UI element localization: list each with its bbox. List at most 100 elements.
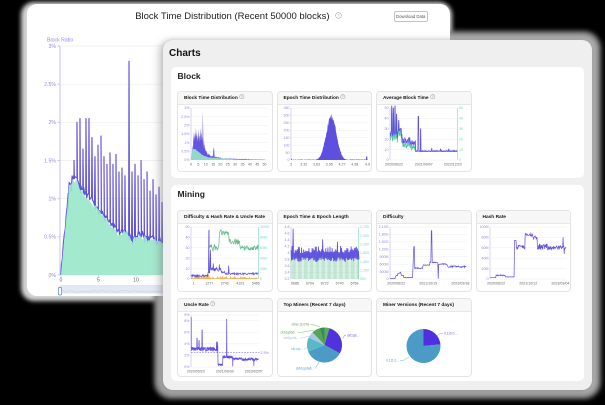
svg-text:2,400: 2,400 <box>360 234 369 238</box>
svg-text:20M: 20M <box>481 267 488 271</box>
svg-text:2743: 2743 <box>221 282 229 286</box>
svg-text:0: 0 <box>190 162 192 166</box>
svg-text:2021/09/07: 2021/09/07 <box>415 162 433 166</box>
svg-text:2%: 2% <box>184 354 190 358</box>
svg-text:50: 50 <box>285 150 289 154</box>
svg-text:2020/05/23: 2020/05/23 <box>187 370 205 374</box>
svg-text:1,200: 1,200 <box>360 269 369 273</box>
svg-text:1.5%: 1.5% <box>44 158 56 164</box>
svg-text:ckt1qz...: ckt1qz... <box>291 347 303 351</box>
svg-text:9%: 9% <box>184 313 190 317</box>
svg-text:3.2: 3.2 <box>284 277 289 281</box>
svg-text:80M: 80M <box>481 236 488 240</box>
svg-text:4.27: 4.27 <box>338 162 345 166</box>
svg-text:?: ? <box>241 95 243 99</box>
svg-text:0: 0 <box>287 158 289 162</box>
svg-text:other (3.0%): other (3.0%) <box>291 323 309 327</box>
svg-text:30: 30 <box>233 162 237 166</box>
svg-text:3%: 3% <box>49 44 57 50</box>
svg-text:3%: 3% <box>184 106 190 110</box>
svg-text:ckb1qzda6...: ckb1qzda6... <box>295 367 313 371</box>
svg-text:3.32: 3.32 <box>300 162 307 166</box>
svg-text:5466: 5466 <box>252 282 260 286</box>
svg-text:2023/02/07: 2023/02/07 <box>245 370 263 374</box>
svg-text:4.58: 4.58 <box>351 162 358 166</box>
svg-text:25: 25 <box>226 162 230 166</box>
svg-text:0%: 0% <box>184 158 190 162</box>
svg-text:10: 10 <box>459 147 463 151</box>
svg-text:40: 40 <box>186 236 190 240</box>
svg-text:2.10G: 2.10G <box>379 225 389 229</box>
svg-text:0: 0 <box>486 277 488 281</box>
svg-text:3.8: 3.8 <box>284 258 289 262</box>
svg-text:250: 250 <box>283 121 289 125</box>
svg-text:6758: 6758 <box>350 282 358 286</box>
svg-text:1.50G: 1.50G <box>379 240 389 244</box>
svg-text:10: 10 <box>133 278 139 284</box>
svg-text:0: 0 <box>387 277 389 281</box>
svg-text:ckt1q9...: ckt1q9... <box>347 334 359 338</box>
svg-text:?: ? <box>342 95 344 99</box>
svg-text:2020/06/22: 2020/06/22 <box>385 162 403 166</box>
svg-text:2021/09/30: 2021/09/30 <box>216 370 234 374</box>
svg-text:ckt1qzda...: ckt1qzda... <box>283 336 299 340</box>
svg-text:40M: 40M <box>260 256 267 260</box>
svg-text:0: 0 <box>60 278 63 284</box>
svg-text:900: 900 <box>360 277 366 281</box>
svg-text:4.6: 4.6 <box>284 232 289 236</box>
svg-text:0%: 0% <box>184 365 190 369</box>
svg-text:150: 150 <box>283 135 289 139</box>
svg-text:?: ? <box>212 302 214 306</box>
svg-text:10: 10 <box>385 147 389 151</box>
svg-text:40M: 40M <box>481 256 488 260</box>
svg-text:3.6: 3.6 <box>284 264 289 268</box>
svg-text:100M: 100M <box>479 225 488 229</box>
svg-text:6740: 6740 <box>335 282 343 286</box>
svg-text:?: ? <box>337 13 340 18</box>
svg-text:2%: 2% <box>49 120 57 126</box>
svg-text:Block Ratio: Block Ratio <box>47 38 73 44</box>
svg-text:4.4: 4.4 <box>284 238 289 242</box>
svg-text:30: 30 <box>385 127 389 131</box>
svg-text:6686: 6686 <box>291 282 299 286</box>
svg-text:3.95: 3.95 <box>325 162 332 166</box>
svg-text:0.5%: 0.5% <box>181 149 190 153</box>
svg-text:40: 40 <box>459 116 463 120</box>
svg-text:50: 50 <box>459 106 463 110</box>
svg-text:5: 5 <box>97 278 100 284</box>
svg-text:50: 50 <box>263 162 267 166</box>
svg-text:600M: 600M <box>380 262 389 266</box>
svg-text:10: 10 <box>186 267 190 271</box>
svg-text:1277: 1277 <box>205 282 213 286</box>
svg-text:1: 1 <box>193 282 195 286</box>
svg-text:60M: 60M <box>481 246 488 250</box>
svg-text:350: 350 <box>283 106 289 110</box>
svg-text:20: 20 <box>385 137 389 141</box>
svg-text:1%: 1% <box>184 140 190 144</box>
svg-text:300M: 300M <box>380 270 389 274</box>
svg-text:2020/06/22: 2020/06/22 <box>487 282 505 286</box>
svg-text:5: 5 <box>197 162 199 166</box>
svg-text:20: 20 <box>186 256 190 260</box>
svg-text:1.80G: 1.80G <box>379 233 389 237</box>
svg-text:20: 20 <box>218 162 222 166</box>
svg-text:0.5%: 0.5% <box>44 235 56 241</box>
svg-text:3.63: 3.63 <box>313 162 320 166</box>
svg-text:4.2: 4.2 <box>284 245 289 249</box>
svg-text:2%: 2% <box>184 123 190 127</box>
svg-text:900M: 900M <box>380 255 389 259</box>
svg-text:6%: 6% <box>184 331 190 335</box>
svg-text:1%: 1% <box>49 197 57 203</box>
svg-text:4.8: 4.8 <box>284 225 289 229</box>
svg-text:0: 0 <box>188 277 190 281</box>
svg-text:100: 100 <box>283 143 289 147</box>
svg-text:20M: 20M <box>260 267 267 271</box>
svg-text:1.5%: 1.5% <box>181 132 190 136</box>
svg-text:0: 0 <box>459 158 461 162</box>
svg-text:60M: 60M <box>260 246 267 250</box>
svg-text:2022/12/23: 2022/12/23 <box>444 162 462 166</box>
svg-text:1.20G: 1.20G <box>379 247 389 251</box>
svg-text:30: 30 <box>459 127 463 131</box>
svg-text:2023/03/04: 2023/03/04 <box>551 282 569 286</box>
svg-text:6704: 6704 <box>305 282 313 286</box>
